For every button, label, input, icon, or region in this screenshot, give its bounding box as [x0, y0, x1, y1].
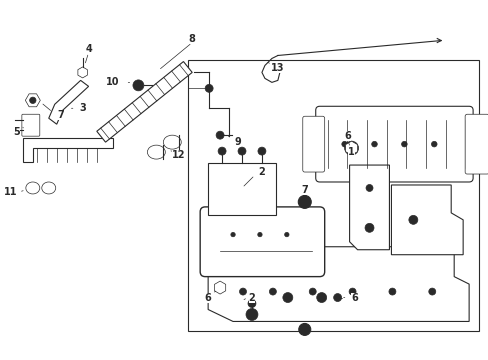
Ellipse shape — [147, 145, 165, 159]
Text: 3: 3 — [79, 103, 86, 113]
Circle shape — [401, 141, 407, 147]
Circle shape — [269, 288, 276, 295]
FancyBboxPatch shape — [22, 114, 40, 136]
Ellipse shape — [41, 182, 56, 194]
Polygon shape — [49, 80, 88, 124]
Circle shape — [388, 288, 395, 295]
Circle shape — [348, 288, 355, 295]
FancyBboxPatch shape — [315, 106, 472, 182]
Circle shape — [282, 293, 292, 302]
Circle shape — [316, 293, 326, 302]
Circle shape — [284, 233, 288, 237]
Circle shape — [30, 97, 36, 103]
Ellipse shape — [26, 182, 40, 194]
Circle shape — [257, 233, 262, 237]
Text: 10: 10 — [105, 77, 119, 87]
Circle shape — [216, 131, 224, 139]
Text: 6: 6 — [204, 293, 211, 302]
Ellipse shape — [163, 135, 181, 149]
Text: 11: 11 — [4, 187, 18, 197]
Circle shape — [298, 195, 310, 208]
Circle shape — [371, 141, 377, 147]
Circle shape — [341, 141, 346, 147]
Circle shape — [302, 199, 306, 204]
FancyBboxPatch shape — [208, 163, 275, 215]
Polygon shape — [390, 185, 462, 255]
Circle shape — [218, 147, 225, 155]
Text: 2: 2 — [248, 293, 255, 302]
Circle shape — [230, 233, 235, 237]
Text: 12: 12 — [171, 150, 184, 160]
Circle shape — [205, 84, 213, 92]
Text: 7: 7 — [57, 110, 64, 120]
Circle shape — [408, 215, 417, 224]
FancyBboxPatch shape — [200, 207, 324, 276]
Text: 5: 5 — [14, 127, 20, 137]
Text: 4: 4 — [85, 44, 92, 54]
Text: 6: 6 — [350, 293, 357, 302]
Circle shape — [301, 327, 307, 332]
Circle shape — [239, 288, 246, 295]
Circle shape — [258, 147, 265, 155]
Circle shape — [430, 141, 436, 147]
FancyBboxPatch shape — [302, 116, 324, 172]
Text: 8: 8 — [188, 33, 195, 44]
Circle shape — [298, 323, 310, 336]
Text: 1: 1 — [347, 147, 354, 157]
Circle shape — [344, 141, 358, 155]
Circle shape — [247, 300, 255, 307]
Text: 9: 9 — [234, 137, 241, 147]
FancyBboxPatch shape — [464, 114, 488, 174]
Circle shape — [133, 80, 143, 91]
Circle shape — [364, 223, 373, 232]
Polygon shape — [97, 62, 192, 142]
Circle shape — [238, 147, 245, 155]
Circle shape — [245, 309, 258, 320]
Text: 7: 7 — [301, 185, 307, 195]
Polygon shape — [23, 138, 112, 162]
Bar — [188, 60, 478, 332]
Circle shape — [308, 288, 316, 295]
Polygon shape — [208, 247, 468, 321]
Polygon shape — [349, 165, 388, 250]
Text: 13: 13 — [270, 63, 284, 73]
Text: 2: 2 — [258, 167, 265, 177]
Circle shape — [333, 293, 341, 302]
Circle shape — [366, 184, 372, 192]
Text: 6: 6 — [344, 131, 350, 141]
Circle shape — [428, 288, 435, 295]
